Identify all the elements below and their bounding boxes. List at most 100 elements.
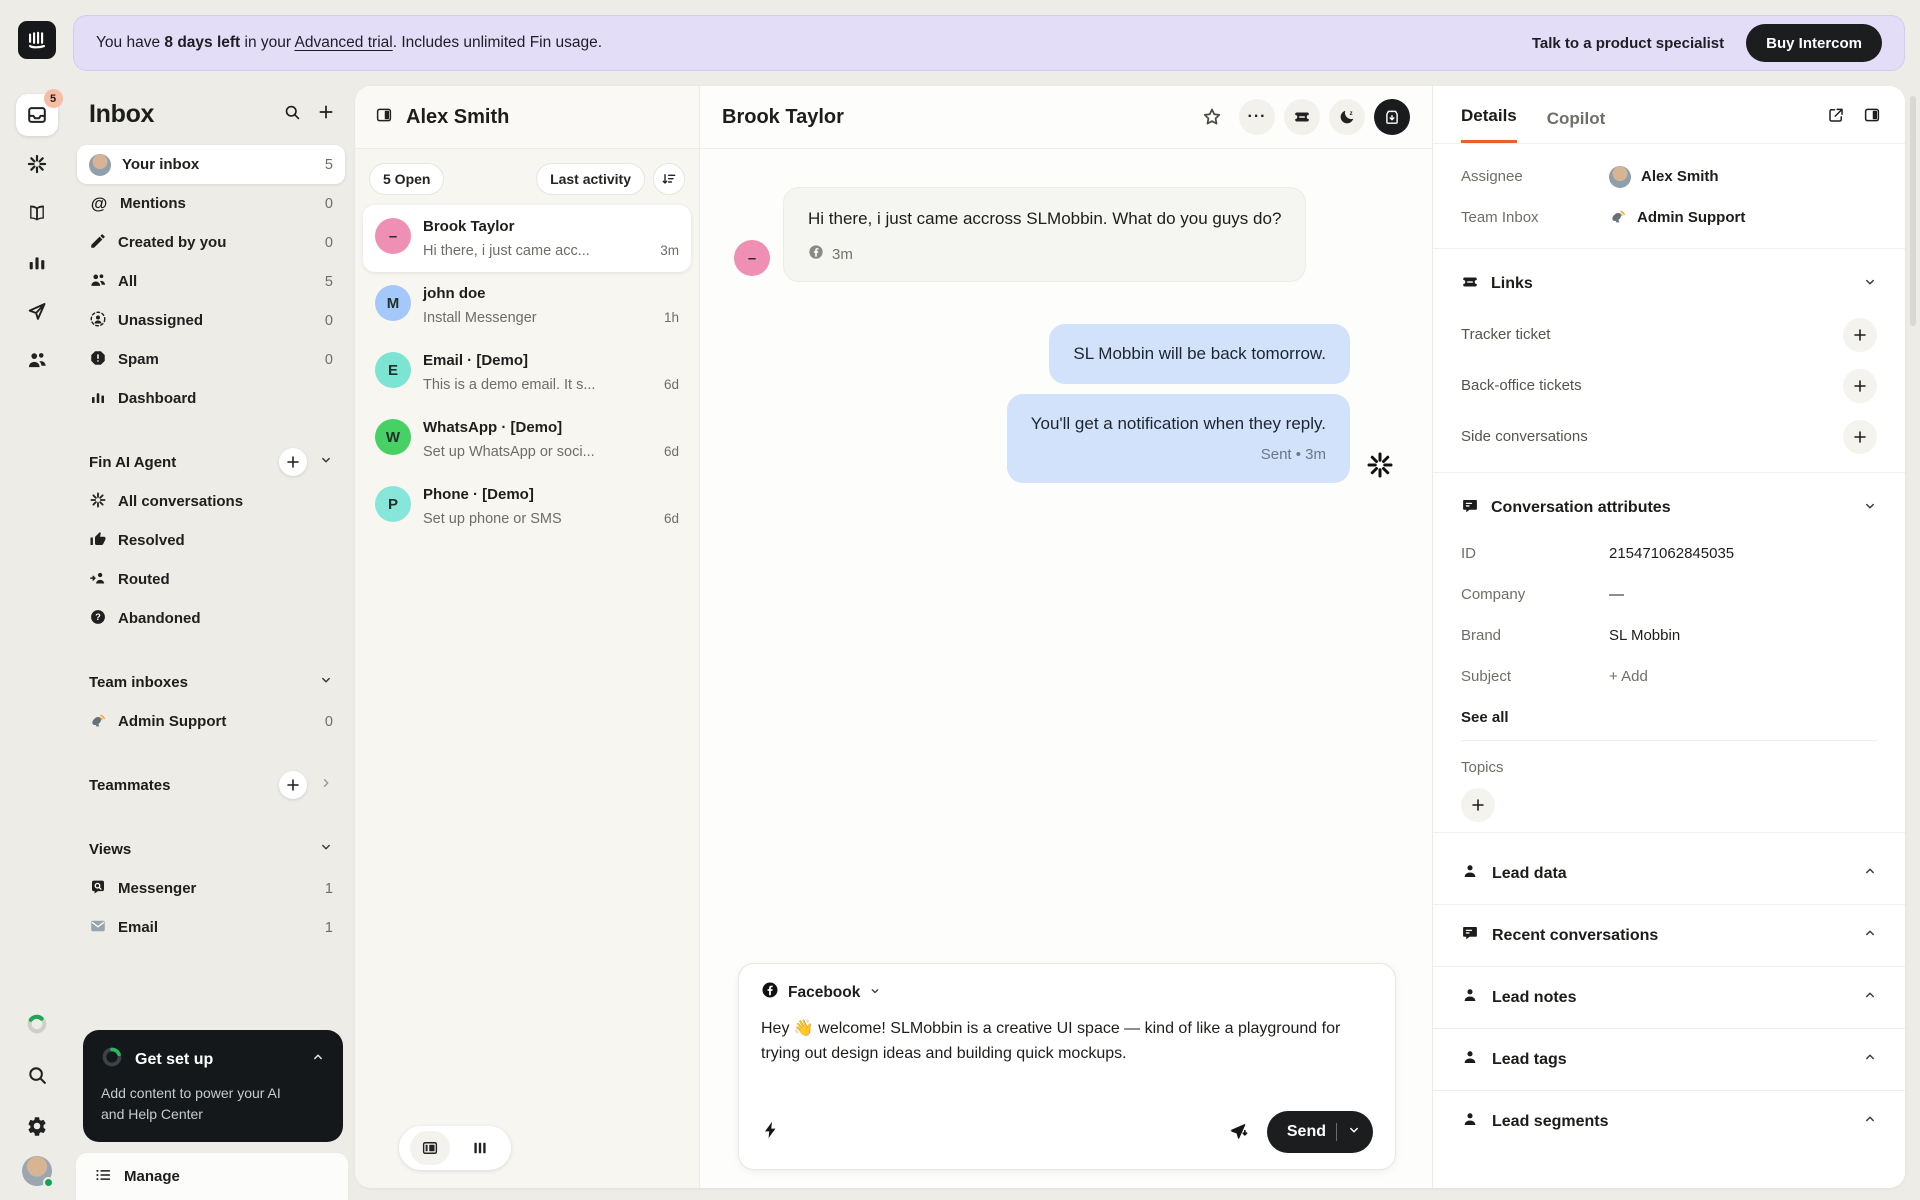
chevron-up-icon[interactable] xyxy=(1863,1112,1877,1131)
manage-button[interactable]: Manage xyxy=(75,1152,349,1200)
attribute-label: ID xyxy=(1461,545,1476,562)
add-side-conversation-button[interactable] xyxy=(1843,419,1877,454)
send-button[interactable]: Send xyxy=(1266,1111,1373,1153)
tab-copilot[interactable]: Copilot xyxy=(1546,109,1606,128)
team-inboxes-section-header[interactable]: Team inboxes xyxy=(77,662,345,702)
sidebar-item-mentions[interactable]: @ Mentions 0 xyxy=(77,184,345,223)
team-inbox-row[interactable]: Team Inbox Admin Support xyxy=(1461,197,1877,238)
lead-data-section[interactable]: Lead data xyxy=(1461,843,1877,904)
setup-progress-icon[interactable] xyxy=(16,1003,58,1045)
quick-actions-icon[interactable] xyxy=(761,1120,781,1145)
sidebar-item-routed[interactable]: Routed xyxy=(77,560,345,599)
collapse-details-panel-icon[interactable] xyxy=(1863,106,1881,129)
conversation-row-brook-taylor[interactable]: – Brook Taylor Hi there, i just came acc… xyxy=(363,205,691,272)
sidebar-title: Inbox xyxy=(89,100,155,128)
sidebar-new-conversation-icon[interactable] xyxy=(317,103,335,126)
column-view-button[interactable] xyxy=(460,1131,500,1165)
chevron-up-icon[interactable] xyxy=(1863,926,1877,945)
open-filter-pill[interactable]: 5 Open xyxy=(369,163,445,195)
sidebar-item-admin-support[interactable]: Admin Support 0 xyxy=(77,702,345,741)
snooze-button[interactable] xyxy=(1329,99,1365,135)
assignee-row[interactable]: Assignee Alex Smith xyxy=(1461,156,1877,197)
star-conversation-button[interactable] xyxy=(1194,99,1230,135)
chevron-up-icon[interactable] xyxy=(311,1050,325,1069)
attribute-row-subject[interactable]: Subject + Add xyxy=(1461,656,1877,697)
views-section-header[interactable]: Views xyxy=(77,829,345,869)
tab-details[interactable]: Details xyxy=(1461,106,1517,143)
sidebar-search-icon[interactable] xyxy=(283,103,301,126)
more-options-button[interactable]: ··· xyxy=(1239,99,1275,135)
links-section-header[interactable]: Links xyxy=(1461,259,1877,309)
conversation-row-email-demo[interactable]: E Email · [Demo] This is a demo email. I… xyxy=(363,339,691,406)
sidebar-item-all-conversations[interactable]: All conversations xyxy=(77,482,345,521)
advanced-trial-link[interactable]: Advanced trial xyxy=(294,34,393,51)
chevron-up-icon[interactable] xyxy=(1863,1050,1877,1069)
chevron-down-icon[interactable] xyxy=(319,673,333,691)
sidebar-item-your-inbox[interactable]: Your inbox 5 xyxy=(77,145,345,184)
person-icon xyxy=(1461,862,1479,885)
rail-outbound-button[interactable] xyxy=(16,290,58,332)
chevron-up-icon[interactable] xyxy=(1863,988,1877,1007)
rail-reports-button[interactable] xyxy=(16,241,58,283)
get-set-up-card[interactable]: Get set up Add content to power your AI … xyxy=(83,1030,343,1142)
chevron-right-icon[interactable] xyxy=(319,776,333,794)
sidebar-item-unassigned[interactable]: Unassigned 0 xyxy=(77,301,345,340)
open-in-new-icon[interactable] xyxy=(1827,106,1845,129)
lead-tags-section[interactable]: Lead tags xyxy=(1461,1029,1877,1090)
sidebar-item-all[interactable]: All 5 xyxy=(77,262,345,301)
talk-to-specialist-link[interactable]: Talk to a product specialist xyxy=(1531,34,1725,52)
teammates-section-header[interactable]: Teammates xyxy=(77,765,345,805)
rail-contacts-button[interactable] xyxy=(16,339,58,381)
rail-knowledge-button[interactable] xyxy=(16,192,58,234)
add-tracker-ticket-button[interactable] xyxy=(1843,317,1877,352)
sidebar-item-resolved[interactable]: Resolved xyxy=(77,521,345,560)
sidebar-item-messenger-view[interactable]: Messenger 1 xyxy=(77,869,345,908)
lead-segments-section[interactable]: Lead segments xyxy=(1461,1091,1877,1152)
user-avatar[interactable] xyxy=(21,1156,54,1188)
sort-direction-button[interactable] xyxy=(653,163,685,195)
recent-conversations-section[interactable]: Recent conversations xyxy=(1461,905,1877,966)
add-teammate-button[interactable] xyxy=(279,771,307,799)
rail-settings-button[interactable] xyxy=(16,1105,58,1147)
split-view-button[interactable] xyxy=(410,1131,450,1165)
section-label: Lead tags xyxy=(1492,1050,1567,1068)
chevron-down-icon[interactable] xyxy=(319,840,333,858)
buy-intercom-button[interactable]: Buy Intercom xyxy=(1746,24,1882,62)
attribute-row-company[interactable]: Company — xyxy=(1461,574,1877,615)
conversation-row-john-doe[interactable]: M john doe Install Messenger 1h xyxy=(363,272,691,339)
send-options-chevron-icon[interactable] xyxy=(1347,1123,1361,1142)
chevron-down-icon[interactable] xyxy=(1863,275,1877,294)
sidebar-item-created-by-you[interactable]: Created by you 0 xyxy=(77,223,345,262)
chevron-down-icon[interactable] xyxy=(319,453,333,471)
sidebar-item-email-view[interactable]: Email 1 xyxy=(77,908,345,947)
rail-fin-ai-button[interactable] xyxy=(16,143,58,185)
sidebar-item-abandoned[interactable]: Abandoned xyxy=(77,599,345,638)
conversation-attributes-header[interactable]: Conversation attributes xyxy=(1461,483,1877,533)
chevron-down-icon[interactable] xyxy=(1863,499,1877,518)
see-all-link[interactable]: See all xyxy=(1461,709,1509,726)
lead-notes-section[interactable]: Lead notes xyxy=(1461,967,1877,1028)
collapse-list-panel-icon[interactable] xyxy=(375,106,393,129)
fin-add-button[interactable] xyxy=(279,448,307,476)
saved-replies-icon[interactable] xyxy=(1227,1119,1249,1146)
reply-input[interactable]: Hey 👋 welcome! SLMobbin is a creative UI… xyxy=(761,1020,1341,1062)
create-ticket-button[interactable] xyxy=(1284,99,1320,135)
conversation-row-phone-demo[interactable]: P Phone · [Demo] Set up phone or SMS 6d xyxy=(363,473,691,540)
chevron-up-icon[interactable] xyxy=(1863,864,1877,883)
scrollbar-thumb[interactable] xyxy=(1910,96,1916,326)
sort-by-pill[interactable]: Last activity xyxy=(536,163,645,195)
fin-ai-agent-section-header[interactable]: Fin AI Agent xyxy=(77,442,345,482)
sidebar-item-spam[interactable]: Spam 0 xyxy=(77,340,345,379)
conversation-row-whatsapp-demo[interactable]: W WhatsApp · [Demo] Set up WhatsApp or s… xyxy=(363,406,691,473)
attribute-row-brand[interactable]: Brand SL Mobbin xyxy=(1461,615,1877,656)
rail-inbox-button[interactable]: 5 xyxy=(15,89,63,136)
rail-search-button[interactable] xyxy=(16,1054,58,1096)
intercom-logo[interactable] xyxy=(17,21,56,59)
channel-selector[interactable]: Facebook xyxy=(761,981,1373,1004)
add-back-office-ticket-button[interactable] xyxy=(1843,368,1877,403)
sidebar-item-label: Messenger xyxy=(118,880,197,897)
close-conversation-button[interactable] xyxy=(1374,99,1410,135)
add-topic-button[interactable] xyxy=(1461,788,1495,822)
sidebar-item-dashboard[interactable]: Dashboard xyxy=(77,379,345,418)
attribute-add-value[interactable]: + Add xyxy=(1609,668,1648,685)
